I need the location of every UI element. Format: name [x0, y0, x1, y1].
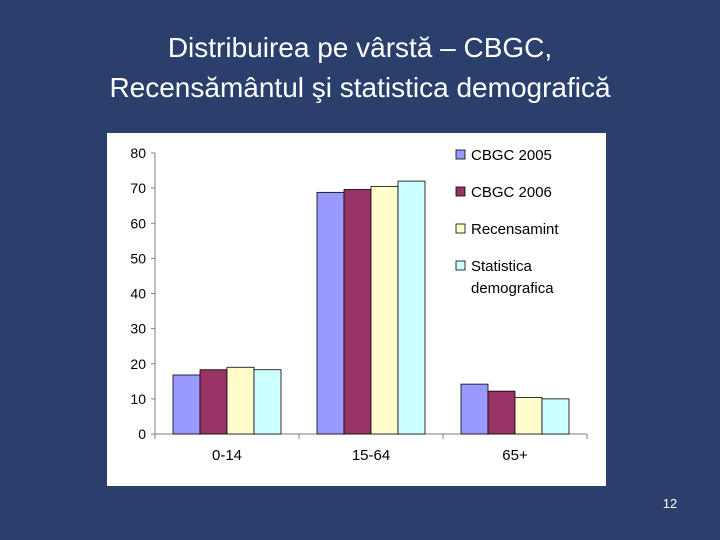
chart-panel: 0 10 20 30 40 50 60 70 80 0-14 15-64 65+ CBGC 2005… — [107, 133, 606, 486]
bar — [370, 185, 399, 435]
legend-swatch — [455, 149, 466, 160]
y-axis: 0 10 20 30 40 50 60 70 80 — [130, 145, 156, 442]
legend-label: Statistica — [471, 258, 533, 275]
bar — [514, 397, 543, 435]
slide-title-line-2: Recensământul şi statistica demografică — [109, 72, 611, 103]
y-tick-label: 10 — [130, 391, 146, 407]
bar — [199, 369, 228, 435]
y-tick-label: 40 — [130, 286, 146, 302]
bar — [343, 189, 372, 435]
page-number: 12 — [662, 496, 678, 511]
y-tick-label: 20 — [130, 356, 146, 372]
legend-label: demografica — [471, 280, 554, 297]
bar-chart: 0 10 20 30 40 50 60 70 80 0-14 15-64 65+ CBGC 2005… — [130, 145, 588, 464]
bar — [253, 369, 282, 435]
bar — [460, 383, 489, 435]
y-tick-label: 80 — [130, 145, 146, 161]
y-tick-label: 60 — [130, 215, 146, 231]
legend-label: Recensamint — [471, 221, 559, 238]
bar — [172, 374, 201, 435]
bar — [541, 398, 570, 435]
bar — [487, 390, 516, 435]
y-tick-label: 0 — [138, 426, 146, 442]
y-tick-label: 30 — [130, 321, 146, 337]
legend-swatch — [455, 223, 466, 234]
bar — [316, 191, 345, 435]
x-tick-label: 0-14 — [212, 447, 242, 464]
x-tick-label: 15-64 — [352, 447, 390, 464]
y-tick-label: 50 — [130, 250, 146, 266]
x-axis: 0-14 15-64 65+ — [154, 433, 588, 464]
legend-label: CBGC 2006 — [471, 184, 552, 201]
x-tick-label: 65+ — [502, 447, 528, 464]
bars — [172, 180, 570, 435]
legend-label: CBGC 2005 — [471, 147, 552, 164]
y-tick-label: 70 — [130, 180, 146, 196]
slide-title-line-1: Distribuirea pe vârstă – CBGC, — [167, 32, 553, 63]
legend-swatch — [455, 260, 466, 271]
bar — [226, 366, 255, 435]
bar — [397, 180, 426, 435]
legend-swatch — [455, 186, 466, 197]
legend: CBGC 2005 CBGC 2006 Recensamint Statistica d… — [455, 147, 559, 297]
slide-title: Distribuirea pe vârstă – CBGC, Recensămâ… — [0, 28, 720, 108]
